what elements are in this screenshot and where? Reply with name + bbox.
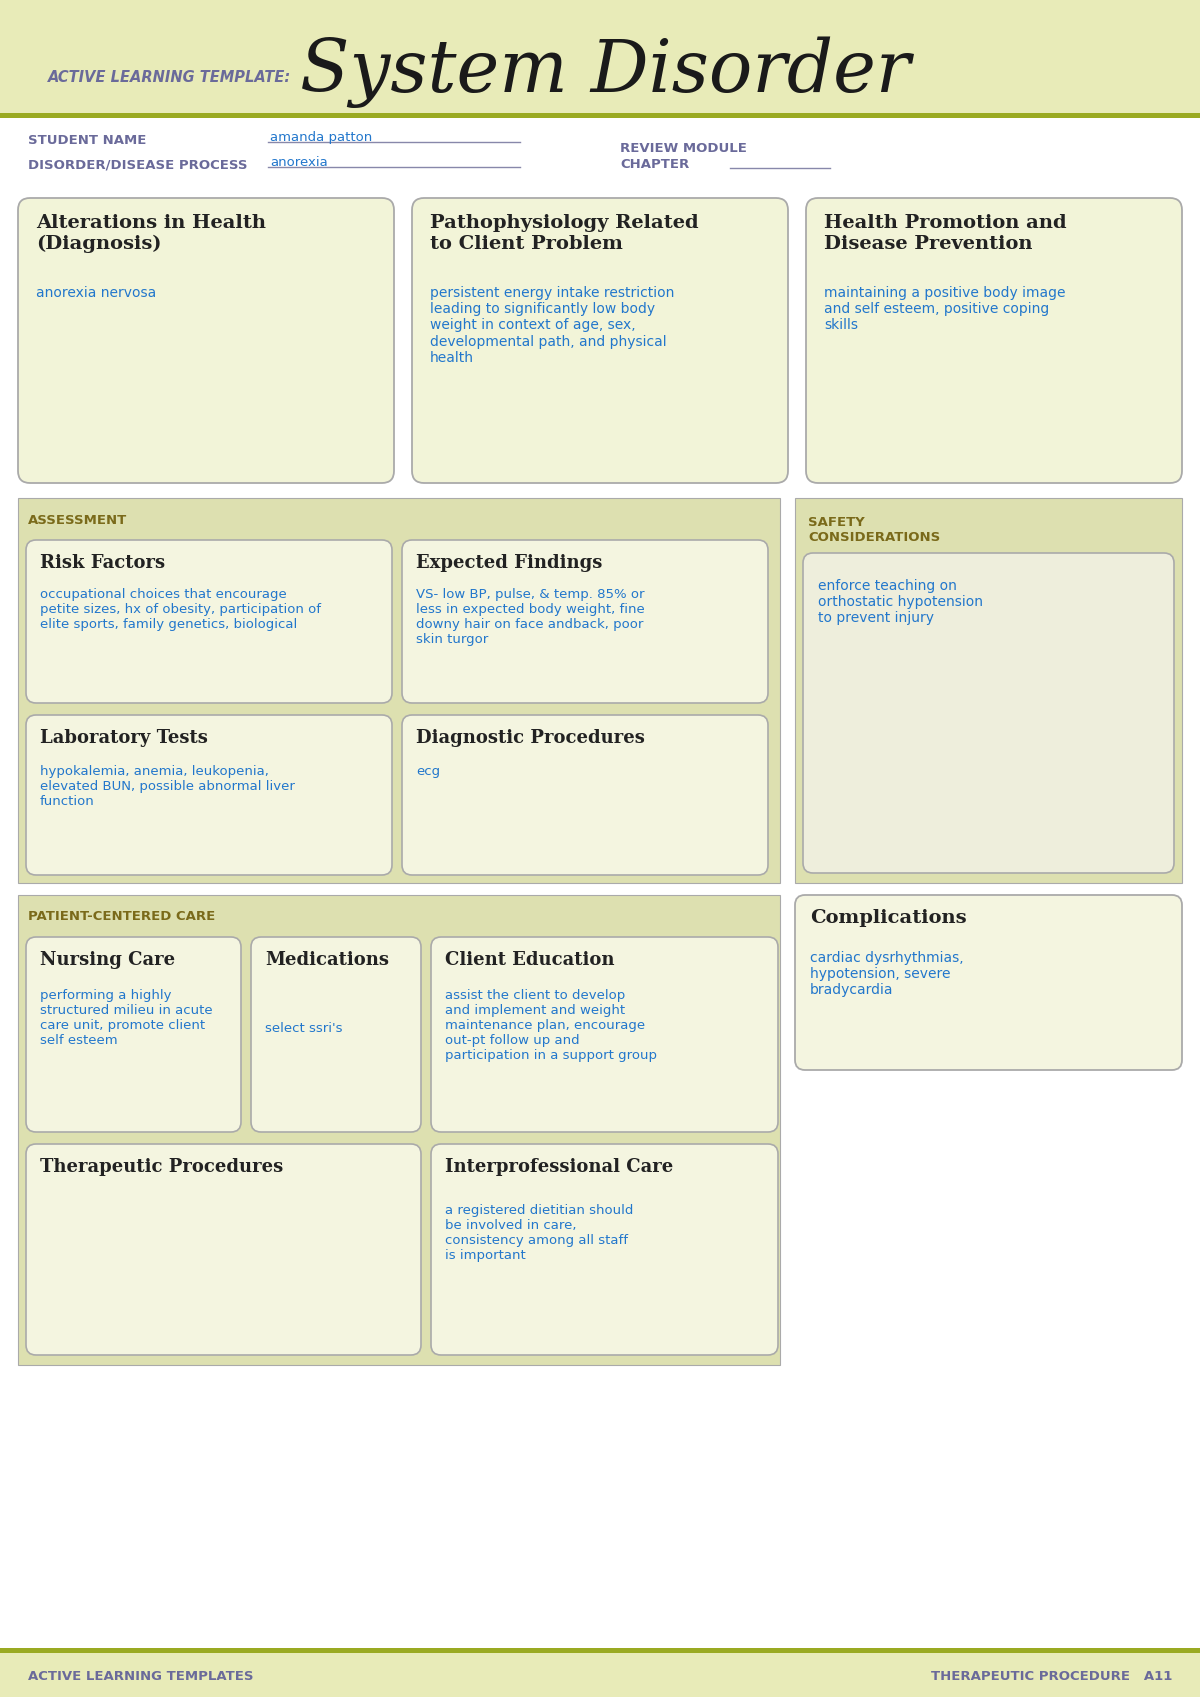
FancyBboxPatch shape bbox=[402, 714, 768, 876]
Text: Pathophysiology Related
to Client Problem: Pathophysiology Related to Client Proble… bbox=[430, 214, 698, 253]
Text: amanda patton: amanda patton bbox=[270, 131, 372, 144]
Bar bbox=[0, 0, 1200, 115]
Text: anorexia: anorexia bbox=[270, 156, 328, 168]
FancyBboxPatch shape bbox=[431, 1144, 778, 1354]
Text: SAFETY
CONSIDERATIONS: SAFETY CONSIDERATIONS bbox=[808, 516, 941, 545]
FancyBboxPatch shape bbox=[803, 553, 1174, 872]
FancyBboxPatch shape bbox=[412, 199, 788, 484]
Text: THERAPEUTIC PROCEDURE   A11: THERAPEUTIC PROCEDURE A11 bbox=[931, 1670, 1172, 1682]
Text: performing a highly
structured milieu in acute
care unit, promote client
self es: performing a highly structured milieu in… bbox=[40, 989, 212, 1047]
Text: Client Education: Client Education bbox=[445, 950, 614, 969]
Bar bbox=[0, 114, 1200, 119]
Text: Therapeutic Procedures: Therapeutic Procedures bbox=[40, 1157, 283, 1176]
Text: select ssri's: select ssri's bbox=[265, 1022, 342, 1035]
Text: ecg: ecg bbox=[416, 765, 440, 777]
FancyBboxPatch shape bbox=[806, 199, 1182, 484]
Text: Medications: Medications bbox=[265, 950, 389, 969]
Text: maintaining a positive body image
and self esteem, positive coping
skills: maintaining a positive body image and se… bbox=[824, 287, 1066, 333]
Bar bbox=[18, 894, 780, 1364]
Text: Risk Factors: Risk Factors bbox=[40, 553, 166, 572]
Bar bbox=[796, 497, 1182, 882]
FancyBboxPatch shape bbox=[26, 937, 241, 1132]
Text: STUDENT NAME: STUDENT NAME bbox=[28, 134, 146, 146]
Text: Complications: Complications bbox=[810, 910, 967, 927]
Text: persistent energy intake restriction
leading to significantly low body
weight in: persistent energy intake restriction lea… bbox=[430, 287, 674, 365]
Text: Laboratory Tests: Laboratory Tests bbox=[40, 730, 208, 747]
FancyBboxPatch shape bbox=[26, 714, 392, 876]
Text: CHAPTER: CHAPTER bbox=[620, 158, 689, 171]
Text: VS- low BP, pulse, & temp. 85% or
less in expected body weight, fine
downy hair : VS- low BP, pulse, & temp. 85% or less i… bbox=[416, 587, 644, 647]
Text: anorexia nervosa: anorexia nervosa bbox=[36, 287, 156, 300]
Text: Health Promotion and
Disease Prevention: Health Promotion and Disease Prevention bbox=[824, 214, 1067, 253]
Text: enforce teaching on
orthostatic hypotension
to prevent injury: enforce teaching on orthostatic hypotens… bbox=[818, 579, 983, 626]
Text: Alterations in Health
(Diagnosis): Alterations in Health (Diagnosis) bbox=[36, 214, 266, 253]
FancyBboxPatch shape bbox=[26, 540, 392, 703]
FancyBboxPatch shape bbox=[251, 937, 421, 1132]
Text: hypokalemia, anemia, leukopenia,
elevated BUN, possible abnormal liver
function: hypokalemia, anemia, leukopenia, elevate… bbox=[40, 765, 295, 808]
Bar bbox=[0, 1648, 1200, 1697]
FancyBboxPatch shape bbox=[796, 894, 1182, 1071]
Bar bbox=[0, 119, 1200, 190]
FancyBboxPatch shape bbox=[402, 540, 768, 703]
Text: Interprofessional Care: Interprofessional Care bbox=[445, 1157, 673, 1176]
Text: System Disorder: System Disorder bbox=[300, 36, 911, 109]
Text: occupational choices that encourage
petite sizes, hx of obesity, participation o: occupational choices that encourage peti… bbox=[40, 587, 322, 631]
Text: Diagnostic Procedures: Diagnostic Procedures bbox=[416, 730, 644, 747]
Text: ACTIVE LEARNING TEMPLATES: ACTIVE LEARNING TEMPLATES bbox=[28, 1670, 253, 1682]
Bar bbox=[18, 497, 780, 882]
Text: DISORDER/DISEASE PROCESS: DISORDER/DISEASE PROCESS bbox=[28, 158, 247, 171]
Bar bbox=[0, 1648, 1200, 1653]
Text: PATIENT-CENTERED CARE: PATIENT-CENTERED CARE bbox=[28, 911, 215, 923]
FancyBboxPatch shape bbox=[18, 199, 394, 484]
Text: REVIEW MODULE: REVIEW MODULE bbox=[620, 141, 746, 154]
Text: cardiac dysrhythmias,
hypotension, severe
bradycardia: cardiac dysrhythmias, hypotension, sever… bbox=[810, 950, 964, 998]
Text: Nursing Care: Nursing Care bbox=[40, 950, 175, 969]
FancyBboxPatch shape bbox=[26, 1144, 421, 1354]
Text: ASSESSMENT: ASSESSMENT bbox=[28, 514, 127, 526]
Text: assist the client to develop
and implement and weight
maintenance plan, encourag: assist the client to develop and impleme… bbox=[445, 989, 658, 1062]
FancyBboxPatch shape bbox=[431, 937, 778, 1132]
Text: a registered dietitian should
be involved in care,
consistency among all staff
i: a registered dietitian should be involve… bbox=[445, 1203, 634, 1263]
Text: ACTIVE LEARNING TEMPLATE:: ACTIVE LEARNING TEMPLATE: bbox=[48, 71, 292, 85]
Text: Expected Findings: Expected Findings bbox=[416, 553, 602, 572]
